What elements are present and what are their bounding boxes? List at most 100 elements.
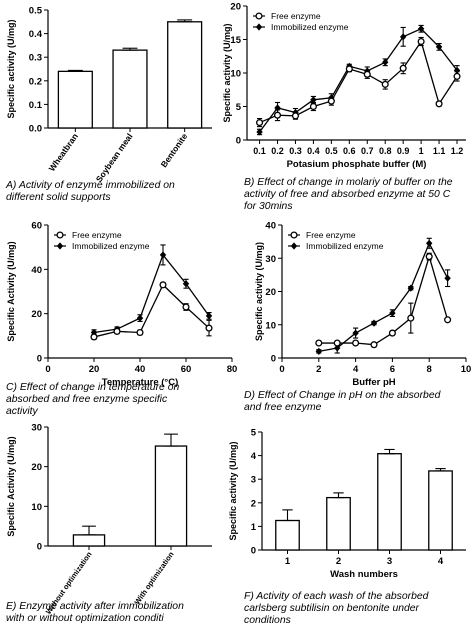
point-free-enzyme xyxy=(352,339,360,347)
x-tick-label: Bentonite xyxy=(159,131,190,169)
point-free-enzyme xyxy=(435,100,443,108)
caption-f: F) Activity of each wash of the absorbed… xyxy=(244,591,428,627)
caption-b-line-2: activity of free and absorbed enzyme at … xyxy=(244,189,451,200)
caption-b-line-1: B) Effect of change in molariy of buffer… xyxy=(244,177,453,188)
caption-a: A) Activity of enzyme immobilized on dif… xyxy=(6,180,175,204)
point-immobilized-enzyme xyxy=(426,239,433,247)
x-tick-label: 1 xyxy=(285,556,291,567)
y-tick-label: 30 xyxy=(31,423,42,434)
y-tick-label: 4 xyxy=(251,451,257,462)
x-axis-label: Buffer pH xyxy=(352,377,395,388)
legend-label: Free enzyme xyxy=(306,230,356,240)
point-free-enzyme xyxy=(425,253,433,261)
x-tick-label: 0.6 xyxy=(343,146,356,156)
caption-d-line-2: and free enzyme xyxy=(244,402,322,413)
x-tick-label: 0.8 xyxy=(379,146,392,156)
caption-b-line-3: for 30mins xyxy=(244,201,293,212)
bar xyxy=(57,70,93,129)
y-tick-label: 5 xyxy=(251,428,257,439)
x-tick-label: 0.5 xyxy=(325,146,338,156)
x-tick-label: 0 xyxy=(45,364,50,375)
caption-c-line-1: C) Effect of change in temperature on xyxy=(6,382,180,393)
caption-f-line-3: conditions xyxy=(244,615,291,626)
caption-f-line-2: carlsberg subtilisin on bentonite under xyxy=(244,603,420,614)
x-tick-label: 0.3 xyxy=(289,146,302,156)
y-tick-label: 1 xyxy=(251,522,257,533)
point-immobilized-enzyme xyxy=(290,242,298,250)
point-free-enzyme xyxy=(417,37,425,46)
x-tick-label: 20 xyxy=(89,364,100,375)
y-axis-label: Specific Activity (U/mg) xyxy=(6,436,16,536)
y-tick-label: 0.3 xyxy=(29,53,42,64)
point-free-enzyme xyxy=(327,97,335,105)
y-axis-label: Specific activity (U/mg) xyxy=(222,23,232,122)
x-tick-label: 0 xyxy=(279,364,284,375)
x-tick-label: With optimization xyxy=(132,550,175,607)
y-tick-label: 0.1 xyxy=(29,100,43,111)
point-free-enzyme xyxy=(56,231,64,239)
bar xyxy=(154,445,188,547)
point-immobilized-enzyme xyxy=(382,58,389,66)
point-immobilized-enzyme xyxy=(444,274,451,282)
y-tick-label: 0 xyxy=(236,136,241,147)
point-immobilized-enzyme xyxy=(399,33,407,41)
point-immobilized-enzyme xyxy=(310,96,317,104)
point-free-enzyme xyxy=(453,72,461,80)
y-tick-label: 10 xyxy=(230,69,241,80)
caption-c-line-2: absorbed and free enzyme specific xyxy=(6,394,168,405)
point-immobilized-enzyme xyxy=(205,312,213,320)
point-free-enzyme xyxy=(309,102,317,111)
x-axis-label: Wash numbers xyxy=(330,569,398,580)
point-immobilized-enzyme xyxy=(389,309,396,317)
point-free-enzyme xyxy=(113,327,121,335)
y-tick-label: 0.5 xyxy=(29,6,43,17)
x-tick-label: 40 xyxy=(135,364,146,375)
line-free-enzyme xyxy=(318,254,449,346)
caption-d: D) Effect of Change in pH on the absorbe… xyxy=(244,390,440,414)
x-tick-label: 4 xyxy=(438,556,444,567)
point-free-enzyme xyxy=(388,329,396,337)
line-immobilized-enzyme xyxy=(259,28,458,133)
y-tick-label: 20 xyxy=(31,309,42,320)
x-tick-label: 0.7 xyxy=(361,146,374,156)
bar xyxy=(112,49,148,129)
caption-e: E) Enzyme activity after immobilization … xyxy=(6,601,184,625)
y-tick-label: 0.0 xyxy=(29,124,42,135)
y-tick-label: 20 xyxy=(31,462,42,473)
bar xyxy=(167,21,203,129)
x-tick-label: 0.4 xyxy=(307,146,320,156)
caption-e-line-1: E) Enzyme activity after immobilization xyxy=(6,601,184,612)
point-free-enzyme xyxy=(345,65,353,73)
y-tick-label: 0.2 xyxy=(29,76,42,87)
point-immobilized-enzyme xyxy=(334,344,341,352)
point-free-enzyme xyxy=(205,324,213,332)
bar xyxy=(428,470,453,551)
y-tick-label: 10 xyxy=(31,502,42,513)
point-free-enzyme xyxy=(444,316,452,324)
y-tick-label: 0 xyxy=(37,542,42,553)
point-free-enzyme xyxy=(273,111,282,119)
x-tick-label: 1 xyxy=(419,146,424,156)
point-free-enzyme xyxy=(315,339,323,347)
y-tick-label: 10 xyxy=(265,320,276,331)
x-tick-label: 0.1 xyxy=(253,146,266,156)
chart-panel-c: 0 20 40 60 Specific Activity (U/mg) 0 20 40 60 80… xyxy=(6,221,237,389)
y-tick-label: 5 xyxy=(236,102,242,113)
y-tick-label: 0.4 xyxy=(29,29,43,40)
point-free-enzyme xyxy=(399,64,407,72)
x-tick-label: 80 xyxy=(227,364,238,375)
y-tick-label: 3 xyxy=(251,475,256,486)
legend-label: Immobilized enzyme xyxy=(271,22,349,32)
x-tick-label: 8 xyxy=(427,364,432,375)
point-free-enzyme xyxy=(182,303,190,311)
caption-f-line-1: F) Activity of each wash of the absorbed xyxy=(244,591,429,602)
x-tick-label: 2 xyxy=(316,364,321,375)
point-free-enzyme xyxy=(381,80,389,88)
x-tick-label: 4 xyxy=(353,364,359,375)
x-tick-label: 1.1 xyxy=(433,146,446,156)
point-immobilized-enzyme xyxy=(90,328,98,337)
point-immobilized-enzyme xyxy=(255,23,263,31)
point-immobilized-enzyme xyxy=(182,280,190,288)
